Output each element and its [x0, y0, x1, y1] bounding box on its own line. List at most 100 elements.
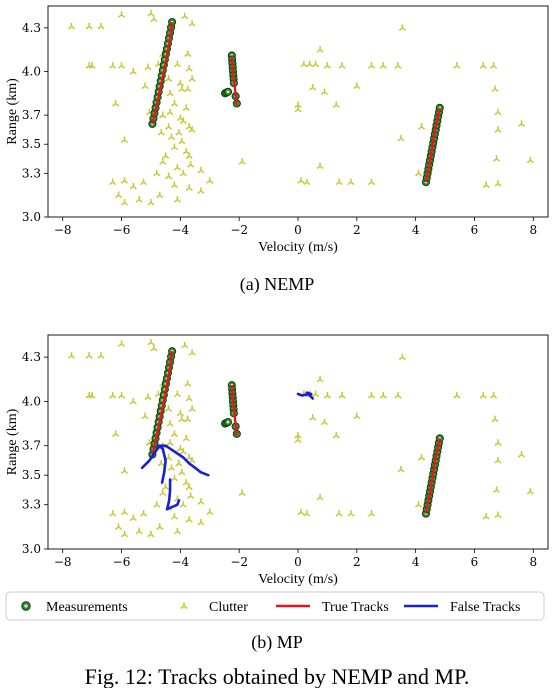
clutter-point — [338, 392, 346, 399]
x-tick-label: 0 — [294, 555, 302, 569]
clutter-point — [184, 380, 192, 387]
x-tick-label: −8 — [54, 223, 72, 237]
measurement-point-core — [226, 420, 230, 424]
clutter-point — [88, 62, 96, 69]
clutter-point — [303, 178, 311, 186]
clutter-point — [129, 397, 137, 405]
clutter-point — [491, 415, 499, 423]
true-track-line — [151, 21, 174, 125]
clutter-point — [185, 152, 193, 159]
clutter-point — [109, 392, 117, 399]
clutter-point — [323, 392, 331, 399]
x-tick-label: 8 — [529, 555, 537, 569]
clutter-point — [332, 431, 340, 439]
true-track-line — [230, 55, 238, 106]
y-tick-label: 3.3 — [22, 166, 41, 180]
clutter-point — [170, 430, 179, 437]
clutter-point — [135, 196, 143, 203]
clutter-point — [394, 62, 402, 69]
clutter-point — [185, 394, 193, 402]
clutter-point — [140, 510, 148, 517]
clutter-point — [294, 105, 302, 113]
clutter-point — [526, 487, 534, 495]
clutter-point — [165, 75, 173, 82]
legend-label-clutter: Clutter — [209, 600, 248, 615]
clutter-point — [179, 117, 187, 125]
y-tick-label: 3.3 — [22, 498, 41, 512]
clutter-point — [153, 169, 161, 177]
clutter-point — [120, 136, 129, 143]
clutter-point — [176, 409, 184, 417]
clutter-point — [492, 486, 501, 494]
clutter-point — [479, 62, 487, 69]
clutter-point — [120, 177, 129, 184]
clutter-point — [187, 161, 195, 168]
clutter-point — [85, 22, 93, 30]
clutter-point — [97, 352, 105, 359]
x-tick-label: −8 — [54, 555, 72, 569]
clutter-point — [166, 439, 174, 446]
clutter-point — [297, 177, 305, 184]
clutter-point — [159, 111, 167, 119]
clutter-point — [156, 191, 164, 199]
x-tick-label: 4 — [412, 223, 420, 237]
clutter-point — [490, 62, 498, 69]
clutter-point — [117, 62, 126, 69]
clutter-point — [182, 434, 190, 442]
clutter-point — [526, 156, 534, 164]
clutter-point — [185, 515, 193, 523]
clutter-point — [294, 101, 302, 109]
clutter-point — [165, 172, 173, 180]
plot-content — [67, 9, 534, 206]
y-tick-label: 3.5 — [22, 137, 41, 151]
clutter-point — [85, 352, 93, 359]
clutter-point — [453, 392, 461, 399]
clutter-point — [178, 468, 186, 476]
clutter-point — [120, 467, 129, 474]
clutter-point — [173, 390, 181, 398]
clutter-point — [129, 514, 137, 522]
clutter-point — [517, 120, 526, 127]
clutter-point — [120, 198, 129, 206]
legend-label-true-tracks: True Tracks — [322, 600, 389, 615]
clutter-point — [157, 129, 165, 136]
clutter-point — [417, 453, 426, 461]
clutter-point — [115, 191, 123, 199]
clutter-point — [147, 9, 155, 17]
clutter-point — [88, 392, 96, 399]
clutter-point — [166, 420, 174, 427]
clutter-point — [188, 126, 196, 133]
clutter-point — [367, 392, 376, 399]
clutter-point — [479, 392, 487, 399]
clutter-point — [398, 24, 406, 31]
true-track-line — [424, 107, 441, 183]
legend-item-clutter: Clutter — [180, 600, 248, 615]
y-tick-label: 3.0 — [22, 210, 41, 224]
clutter-point — [309, 414, 317, 421]
clutter-point — [312, 390, 320, 398]
clutter-point — [144, 63, 152, 71]
x-tick-label: 4 — [412, 555, 420, 569]
clutter-point — [141, 412, 149, 420]
plot-area — [47, 5, 549, 218]
clutter-point — [335, 510, 343, 517]
caption-b: (b) MP — [251, 632, 303, 653]
clutter-point — [120, 508, 129, 516]
clutter-point — [367, 510, 376, 517]
clutter-point — [159, 489, 167, 497]
y-tick-label: 3.7 — [22, 439, 41, 453]
clutter-point — [173, 164, 181, 171]
clutter-point — [206, 508, 214, 516]
clutter-point — [117, 392, 126, 399]
clutter-point — [294, 436, 302, 443]
clutter-point — [185, 483, 193, 491]
clutter-point — [179, 501, 187, 508]
clutter-point — [294, 431, 302, 439]
clutter-point — [178, 137, 186, 145]
y-tick-label: 3.5 — [22, 468, 41, 482]
clutter-point — [97, 22, 105, 30]
clutter-point — [179, 169, 187, 177]
clutter-point — [367, 62, 376, 69]
clutter-point — [173, 527, 181, 535]
